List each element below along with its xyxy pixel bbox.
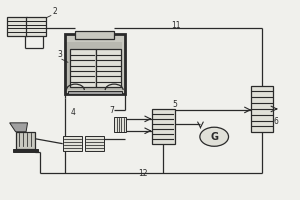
Bar bbox=[85, 136, 104, 151]
Bar bbox=[65, 34, 124, 94]
Text: G: G bbox=[210, 132, 218, 142]
Text: 12: 12 bbox=[138, 169, 148, 178]
Bar bbox=[95, 49, 121, 87]
Bar bbox=[70, 49, 95, 87]
Bar bbox=[8, 17, 27, 36]
Text: 7: 7 bbox=[110, 106, 115, 115]
Circle shape bbox=[200, 127, 229, 146]
Text: 3: 3 bbox=[57, 50, 62, 59]
Text: 2: 2 bbox=[53, 7, 58, 16]
Bar bbox=[16, 132, 35, 149]
Bar bbox=[67, 42, 122, 90]
Bar bbox=[26, 17, 46, 36]
Bar bbox=[63, 136, 82, 151]
Text: 5: 5 bbox=[172, 100, 177, 109]
Bar bbox=[115, 117, 126, 132]
Bar bbox=[152, 109, 175, 144]
Text: 4: 4 bbox=[71, 108, 76, 117]
Bar bbox=[13, 149, 38, 152]
Bar bbox=[68, 91, 122, 94]
Bar bbox=[75, 31, 114, 39]
Bar bbox=[251, 86, 273, 132]
Text: 11: 11 bbox=[171, 21, 180, 30]
Polygon shape bbox=[10, 123, 28, 132]
Text: 6: 6 bbox=[274, 117, 279, 126]
